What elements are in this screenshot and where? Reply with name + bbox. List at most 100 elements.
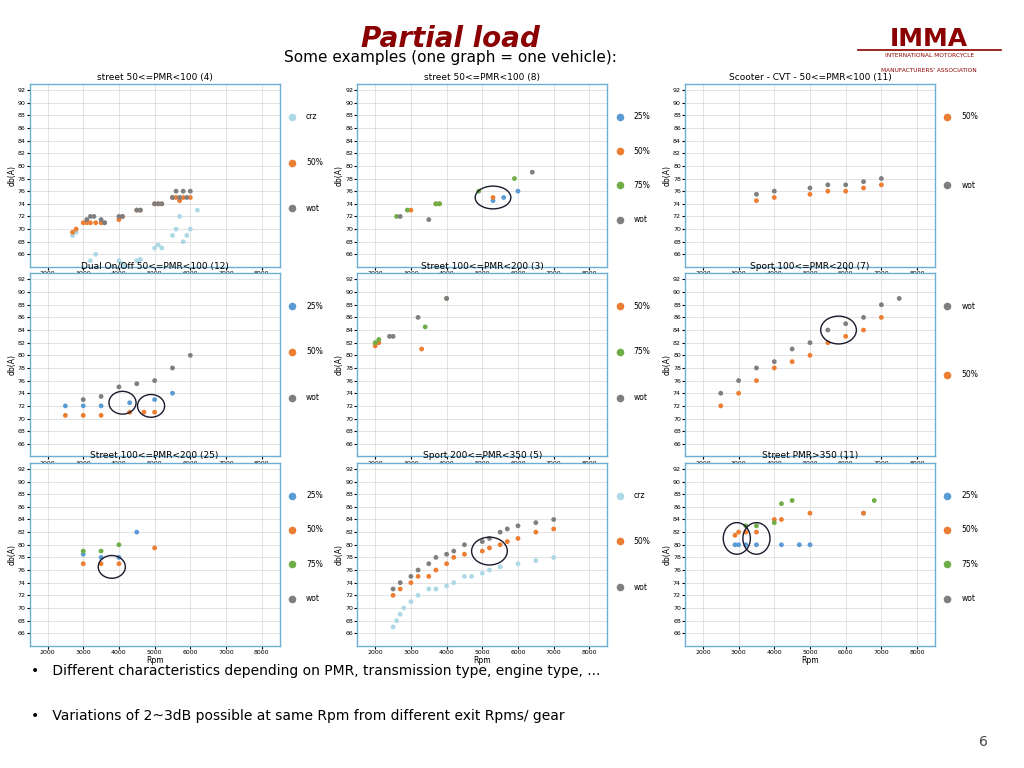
Point xyxy=(749,375,765,387)
Point xyxy=(438,558,455,570)
Point xyxy=(93,551,110,564)
Point xyxy=(178,191,195,204)
Point xyxy=(737,520,754,532)
Point xyxy=(499,535,515,548)
Point xyxy=(838,185,854,197)
Text: 25%: 25% xyxy=(634,112,650,121)
Point xyxy=(410,311,426,323)
Point xyxy=(766,362,782,374)
Text: 50%: 50% xyxy=(962,112,978,121)
Point xyxy=(438,293,455,305)
Point xyxy=(402,595,419,607)
Point xyxy=(75,545,91,558)
Point xyxy=(855,324,871,336)
Point xyxy=(773,498,790,510)
Point xyxy=(773,538,790,551)
Text: 50%: 50% xyxy=(306,525,323,535)
Point xyxy=(87,217,103,229)
X-axis label: Rpm: Rpm xyxy=(801,277,819,286)
Point xyxy=(510,558,526,570)
Point xyxy=(819,185,836,197)
Point xyxy=(399,204,416,217)
Text: wot: wot xyxy=(962,181,976,190)
X-axis label: Rpm: Rpm xyxy=(801,467,819,476)
Point xyxy=(75,558,91,570)
Point xyxy=(730,526,746,538)
Point xyxy=(115,258,131,270)
Point xyxy=(111,538,127,551)
Point xyxy=(819,179,836,191)
Point xyxy=(481,541,498,554)
Point xyxy=(122,396,138,409)
Point xyxy=(164,191,180,204)
Title: Street PMR>350 (11): Street PMR>350 (11) xyxy=(762,452,858,461)
Point xyxy=(481,532,498,545)
Point xyxy=(175,185,191,197)
Point xyxy=(182,185,199,197)
Point xyxy=(392,583,409,595)
X-axis label: Rpm: Rpm xyxy=(145,467,164,476)
X-axis label: Rpm: Rpm xyxy=(473,657,492,665)
Point xyxy=(445,577,462,589)
Point xyxy=(438,548,455,561)
Point xyxy=(136,406,153,419)
Point xyxy=(132,204,148,217)
Point xyxy=(385,583,401,595)
Title: Scooter - CVT - 50<=PMR<100 (11): Scooter - CVT - 50<=PMR<100 (11) xyxy=(729,72,891,81)
Title: Sport 100<=PMR<200 (7): Sport 100<=PMR<200 (7) xyxy=(751,262,869,271)
Point xyxy=(773,513,790,525)
Point xyxy=(510,185,526,197)
Point xyxy=(367,665,383,677)
Point xyxy=(154,197,170,210)
Point xyxy=(766,513,782,525)
Text: 50%: 50% xyxy=(962,370,978,379)
Point xyxy=(146,197,163,210)
Point xyxy=(421,583,437,595)
Point xyxy=(385,589,401,601)
Point xyxy=(713,387,729,399)
X-axis label: Rpm: Rpm xyxy=(801,657,819,665)
Point xyxy=(802,336,818,349)
Y-axis label: db(A): db(A) xyxy=(663,544,672,564)
Point xyxy=(428,564,444,576)
Point xyxy=(749,194,765,207)
Point xyxy=(481,564,498,576)
Text: wot: wot xyxy=(962,302,976,310)
Point xyxy=(421,558,437,570)
Point xyxy=(175,236,191,248)
Point xyxy=(457,548,473,561)
Point xyxy=(129,526,145,538)
Point xyxy=(178,230,195,242)
Title: Street 100<=PMR<200 (25): Street 100<=PMR<200 (25) xyxy=(90,452,219,461)
Point xyxy=(510,520,526,532)
Point xyxy=(164,230,180,242)
Point xyxy=(182,223,199,235)
Y-axis label: db(A): db(A) xyxy=(7,544,16,564)
Point xyxy=(417,321,433,333)
Point xyxy=(146,406,163,419)
Point xyxy=(168,223,184,235)
Point xyxy=(737,538,754,551)
Point xyxy=(171,191,187,204)
Point xyxy=(392,577,409,589)
Point xyxy=(100,266,117,278)
Point xyxy=(367,336,383,349)
Point xyxy=(838,318,854,330)
Text: •   Variations of 2~3dB possible at same Rpm from different exit Rpms/ gear: • Variations of 2~3dB possible at same R… xyxy=(31,709,564,723)
Point xyxy=(855,311,871,323)
Point xyxy=(524,166,541,178)
Text: IMMA: IMMA xyxy=(890,27,969,51)
Point xyxy=(86,210,102,223)
Point xyxy=(474,545,490,558)
Point xyxy=(182,349,199,362)
Point xyxy=(154,242,170,254)
Point xyxy=(506,172,522,184)
Text: 50%: 50% xyxy=(306,158,323,167)
Point xyxy=(727,529,743,541)
Point xyxy=(438,293,455,305)
Point xyxy=(749,520,765,532)
Point xyxy=(749,188,765,200)
Point xyxy=(546,551,562,564)
Point xyxy=(150,197,166,210)
Text: crz: crz xyxy=(634,491,645,500)
